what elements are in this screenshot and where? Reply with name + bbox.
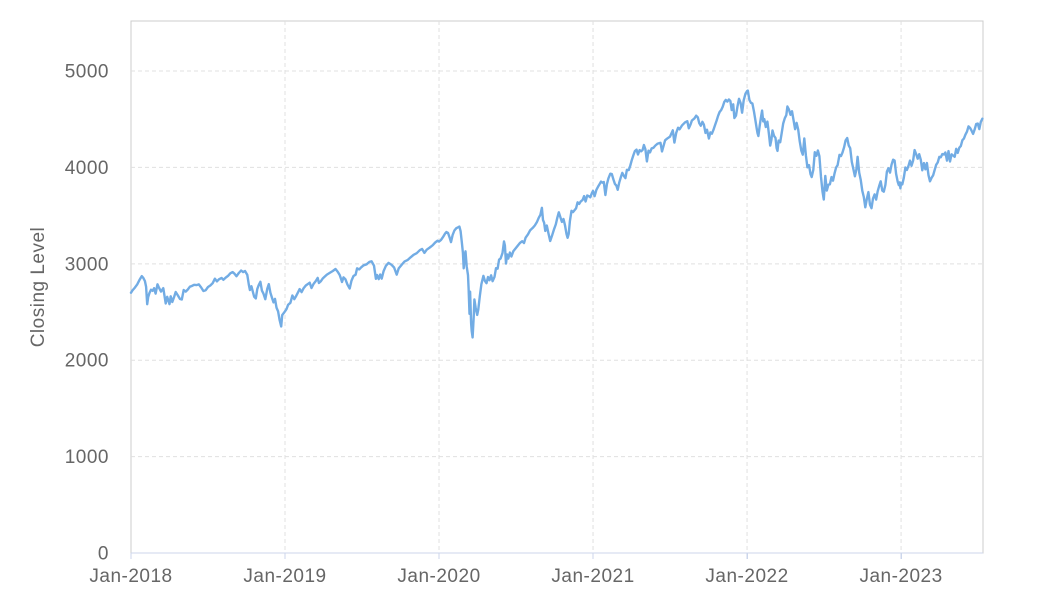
x-tick-label: Jan-2019 xyxy=(243,566,326,587)
x-tick-label: Jan-2022 xyxy=(705,566,788,587)
plot-area[interactable] xyxy=(130,20,984,554)
y-tick-label: 2000 xyxy=(65,351,109,372)
y-tick-label: 3000 xyxy=(65,254,109,275)
y-tick-label: 1000 xyxy=(65,447,109,468)
x-tick-label: Jan-2023 xyxy=(859,566,942,587)
y-tick-label: 4000 xyxy=(65,158,109,179)
y-tick-label: 5000 xyxy=(65,62,109,83)
y-axis-title: Closing Level xyxy=(28,226,49,348)
x-tick-label: Jan-2018 xyxy=(89,566,172,587)
x-tick-label: Jan-2021 xyxy=(551,566,634,587)
series-line[interactable] xyxy=(129,89,984,339)
x-tick-label: Jan-2020 xyxy=(397,566,480,587)
y-tick-label: 0 xyxy=(98,544,109,565)
